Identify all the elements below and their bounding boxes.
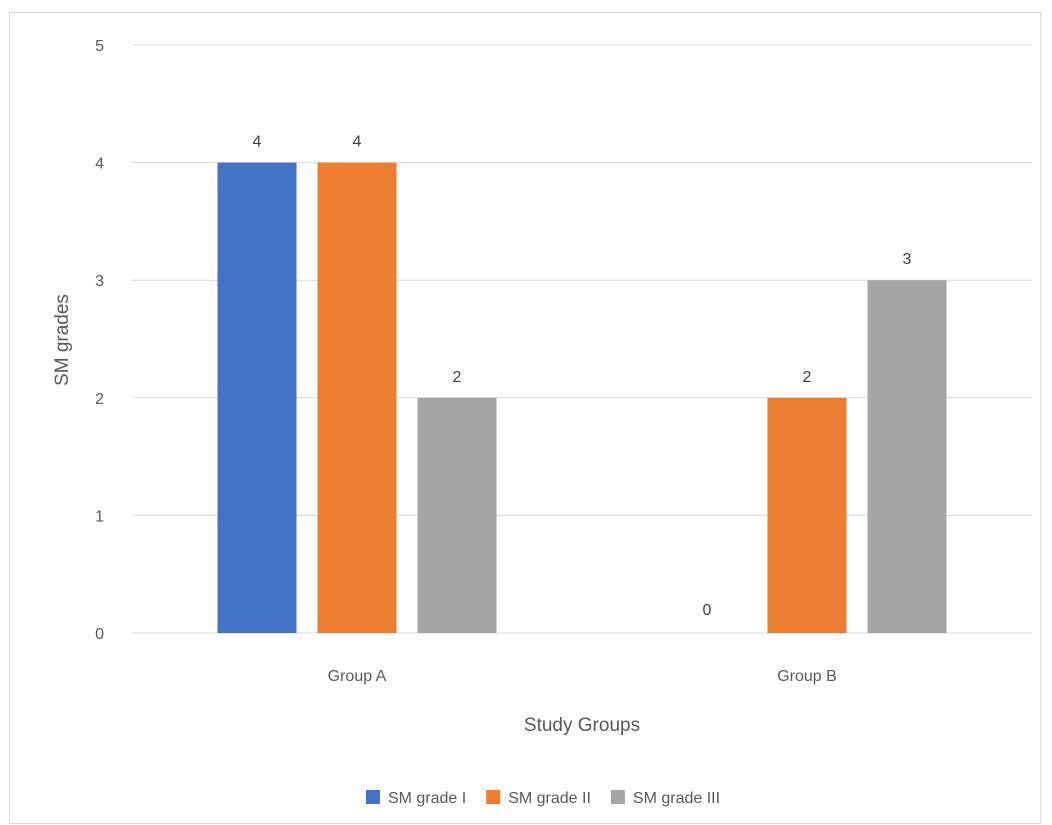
bar-group-a-series-3: [417, 397, 497, 633]
y-tick-label: 5: [95, 38, 104, 55]
data-label: 2: [453, 369, 462, 386]
data-label: 4: [253, 134, 262, 151]
legend-label: SM grade I: [388, 790, 466, 807]
x-tick-label: Group A: [328, 668, 387, 685]
x-axis-title: Study Groups: [524, 715, 640, 736]
legend-label: SM grade III: [633, 790, 720, 807]
y-tick-label: 3: [95, 273, 104, 290]
legend-swatch: [610, 790, 625, 804]
y-tick-label: 2: [95, 391, 104, 408]
y-tick-label: 4: [95, 156, 104, 173]
data-label: 2: [803, 369, 812, 386]
data-label: 0: [703, 602, 712, 619]
legend-swatch: [365, 790, 380, 804]
data-labels: 4 4 2 0 2 3: [253, 134, 912, 619]
bar-group-b-series-2: [767, 397, 847, 633]
y-axis-title: SM grades: [52, 294, 73, 386]
legend-swatch: [486, 790, 501, 804]
x-tick-labels: Group A Group B: [328, 668, 837, 685]
bar-group-b-series-3: [867, 280, 947, 633]
bar-group-a-series-2: [317, 162, 397, 633]
y-tick-label: 1: [95, 508, 104, 525]
legend: SM grade I SM grade II SM grade III: [365, 790, 720, 807]
y-tick-labels: 0 1 2 3 4 5: [95, 38, 104, 643]
legend-label: SM grade II: [508, 790, 591, 807]
bars: [217, 162, 947, 633]
data-label: 3: [903, 251, 912, 268]
y-tick-label: 0: [95, 626, 104, 643]
x-tick-label: Group B: [777, 668, 837, 685]
bar-group-a-series-1: [217, 162, 297, 633]
data-label: 4: [353, 134, 362, 151]
